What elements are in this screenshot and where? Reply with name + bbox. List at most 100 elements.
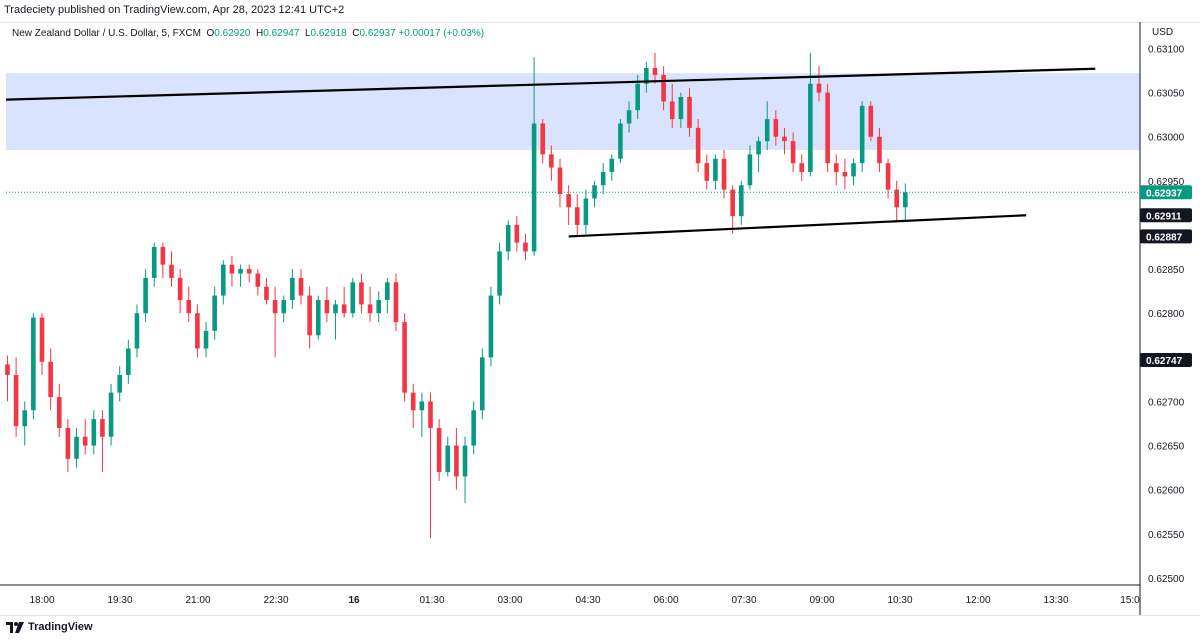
time-tick-label: 10:30 xyxy=(887,595,912,606)
candle xyxy=(134,304,140,358)
candle xyxy=(661,66,666,111)
time-tick-label: 04:30 xyxy=(575,595,600,606)
candle xyxy=(445,436,451,477)
price-tag-label: 0.62747 xyxy=(1146,356,1183,367)
candle xyxy=(790,132,796,173)
candle-body xyxy=(833,163,839,173)
candle xyxy=(618,119,623,164)
candle xyxy=(385,277,390,314)
candle-body xyxy=(212,295,217,331)
candle xyxy=(764,101,770,150)
candle xyxy=(333,299,338,340)
time-axis[interactable]: 18:00 19:30 21:00 22:30 16 01:30 03:00 04:30 06:… xyxy=(0,584,1140,606)
candle xyxy=(454,427,459,490)
candle xyxy=(488,286,494,367)
candle-body xyxy=(341,304,347,314)
price-axis[interactable]: USD 0.63100 0.63050 0.63000 0.62950 0.62850 0.… xyxy=(1139,22,1192,615)
candle xyxy=(678,92,684,128)
candle xyxy=(324,286,330,323)
candle xyxy=(108,383,114,446)
price-tag-bg xyxy=(1140,229,1192,244)
candle xyxy=(514,216,520,252)
candle xyxy=(669,83,675,128)
candle-body xyxy=(531,123,537,252)
candle xyxy=(393,273,399,331)
candle xyxy=(376,291,381,323)
price-tick-label: 0.62550 xyxy=(1148,530,1185,541)
candle-body xyxy=(842,172,848,177)
candle-body xyxy=(454,445,459,477)
candle-body xyxy=(894,189,899,208)
candle-body xyxy=(367,304,373,314)
candle xyxy=(808,52,813,177)
price-tick-label: 0.62700 xyxy=(1148,397,1185,408)
candle-body xyxy=(221,264,226,296)
change-value: +0.00017 (+0.03%) xyxy=(398,28,485,39)
open-value: 0.62920 xyxy=(214,28,251,39)
chart-legend: New Zealand Dollar / U.S. Dollar, 5, FXC… xyxy=(12,28,484,39)
brand-text: TradingView xyxy=(28,621,93,633)
candle-body xyxy=(160,247,166,265)
candle xyxy=(410,383,416,428)
open-label: O xyxy=(206,28,215,39)
candle-body xyxy=(22,410,28,427)
candle-body xyxy=(868,105,874,137)
candle-body xyxy=(238,269,243,274)
trendlines-layer xyxy=(5,67,1140,238)
candle xyxy=(462,436,468,503)
time-tick-label: 18:00 xyxy=(29,595,54,606)
candle xyxy=(13,357,19,437)
tradingview-logo[interactable]: TradingView xyxy=(6,621,93,633)
candle-body xyxy=(169,264,174,278)
candle xyxy=(428,392,433,539)
candle xyxy=(816,66,822,102)
candle-body xyxy=(186,299,192,314)
time-tick-label: 13:30 xyxy=(1043,595,1068,606)
candle xyxy=(626,101,632,133)
candle xyxy=(186,286,192,323)
candle-body xyxy=(790,141,796,164)
candle-body xyxy=(402,322,407,393)
candle-body xyxy=(678,97,684,120)
candle xyxy=(238,264,243,287)
candle-body xyxy=(626,110,632,124)
candle xyxy=(169,251,174,287)
candlestick-chart[interactable]: USD 0.63100 0.63050 0.63000 0.62950 0.62850 0.… xyxy=(0,22,1200,615)
candle-body xyxy=(100,419,105,437)
candle xyxy=(600,163,606,195)
candle xyxy=(143,269,148,323)
price-tag: 0.62747 xyxy=(1140,352,1192,367)
candle xyxy=(298,269,304,305)
trendline-lower[interactable] xyxy=(568,214,1027,238)
time-tick-label: 15:0 xyxy=(1120,595,1140,606)
candle xyxy=(100,410,105,473)
candle-body xyxy=(419,401,425,411)
candle xyxy=(91,410,97,455)
candle xyxy=(177,269,183,314)
candle xyxy=(212,286,217,340)
candle xyxy=(126,339,131,384)
candle-body xyxy=(48,361,53,398)
candle-body xyxy=(108,392,114,437)
candle xyxy=(859,101,865,173)
symbol-name[interactable]: New Zealand Dollar / U.S. Dollar, 5, FXC… xyxy=(12,28,201,39)
candle-body xyxy=(333,304,338,314)
candle-body xyxy=(644,67,649,84)
time-tick-label: 19:30 xyxy=(107,595,132,606)
trendline-upper[interactable] xyxy=(5,67,1096,101)
candle xyxy=(833,154,839,186)
candle xyxy=(367,286,373,323)
candle-body xyxy=(877,136,882,164)
candle xyxy=(402,313,407,402)
candle xyxy=(221,260,226,305)
candle-body xyxy=(203,330,209,349)
candle-body xyxy=(74,436,79,459)
candle xyxy=(842,158,848,190)
candle-body xyxy=(13,374,19,427)
candle-body xyxy=(126,348,131,375)
candle-body xyxy=(471,410,476,446)
candle xyxy=(574,194,580,237)
high-label: H xyxy=(256,28,264,39)
candle xyxy=(290,269,295,309)
candle xyxy=(695,119,701,173)
